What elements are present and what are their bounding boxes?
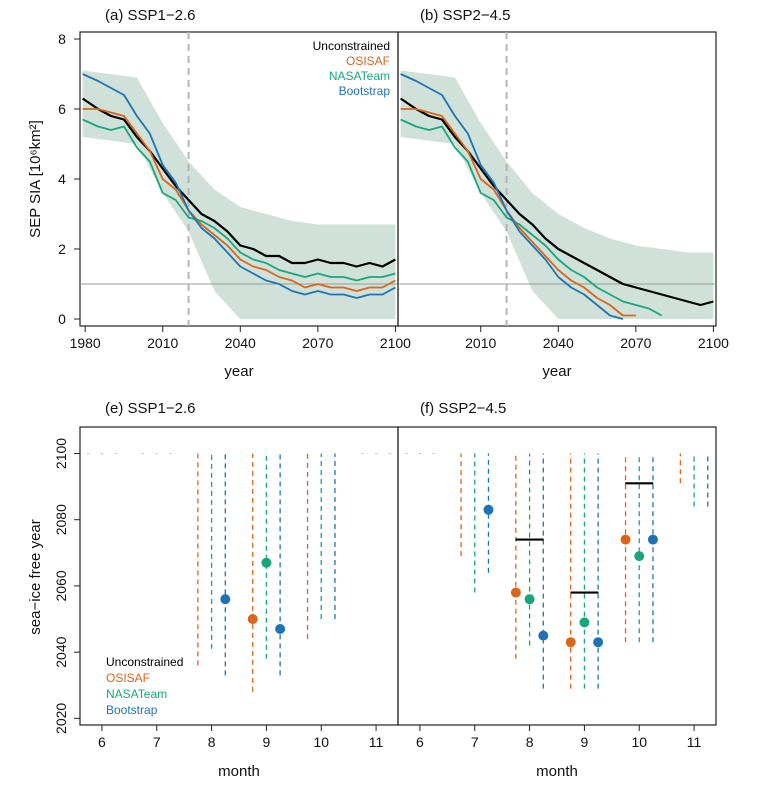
x-tick-label: 11 bbox=[687, 734, 702, 750]
series-unconstrained bbox=[399, 97, 714, 307]
x-tick-label: 10 bbox=[631, 734, 647, 750]
panel-a-title: (a) SSP1−2.6 bbox=[105, 7, 195, 24]
panel-f-frame bbox=[397, 426, 717, 726]
x-tick-label: 2040 bbox=[225, 335, 256, 351]
y-tick-label: 2040 bbox=[53, 636, 69, 667]
panel-f-plot: 6 7 8 9 10 11 bbox=[405, 452, 709, 750]
x-tick-label: 7 bbox=[153, 734, 161, 750]
x-tick-label: 2040 bbox=[543, 335, 574, 351]
x-tick-label: 2100 bbox=[698, 335, 729, 351]
uncertainty-band bbox=[400, 70, 714, 319]
x-tick-label: 6 bbox=[416, 734, 424, 750]
x-tick-label: 2100 bbox=[380, 335, 411, 351]
panel-f: (f) SSP2−4.5 month 6 7 8 9 10 11 bbox=[397, 400, 717, 780]
x-tick-label: 2010 bbox=[147, 335, 178, 351]
series-nasateam bbox=[82, 118, 396, 282]
x-tick-label: 10 bbox=[313, 734, 329, 750]
point-bootstrap bbox=[647, 534, 658, 545]
panel-b-title: (b) SSP2−4.5 bbox=[420, 7, 510, 24]
panel-f-title: (f) SSP2−4.5 bbox=[420, 400, 506, 417]
panel-e: (e) SSP1−2.6 sea−ice free year month 6 7 8… bbox=[27, 400, 399, 780]
legend-e-bootstrap: Bootstrap bbox=[106, 703, 158, 717]
series-bootstrap bbox=[400, 73, 624, 320]
series-nasateam bbox=[400, 118, 663, 317]
x-tick-label: 2070 bbox=[620, 335, 651, 351]
panel-a-xlabel: year bbox=[224, 363, 253, 380]
y-tick-label: 4 bbox=[58, 171, 66, 187]
legend-e-nasateam: NASATeam bbox=[106, 687, 167, 701]
panel-e-title: (e) SSP1−2.6 bbox=[105, 400, 195, 417]
legend-a-bootstrap: Bootstrap bbox=[339, 84, 391, 98]
panel-a: (a) SSP1−2.6 SEP SIA [10⁶km²] year 1980 2… bbox=[27, 7, 411, 380]
x-tick-label: 9 bbox=[581, 734, 589, 750]
series-unconstrained bbox=[81, 97, 396, 268]
x-tick-label: 7 bbox=[471, 734, 479, 750]
panel-e-plot: 6 7 8 9 10 11 2020 2040 2060 2080 2100 bbox=[53, 438, 391, 750]
x-tick-label: 11 bbox=[369, 734, 384, 750]
point-nasateam bbox=[261, 557, 272, 568]
legend-e-osisaf: OSISAF bbox=[106, 671, 150, 685]
panel-a-legend: Unconstrained OSISAF NASATeam Bootstrap bbox=[313, 39, 391, 98]
point-osisaf bbox=[247, 614, 258, 625]
point-osisaf bbox=[565, 637, 576, 648]
y-tick-label: 6 bbox=[58, 101, 66, 117]
y-tick-label: 2100 bbox=[53, 438, 69, 469]
x-tick-label: 8 bbox=[526, 734, 534, 750]
x-tick-label: 1980 bbox=[70, 335, 101, 351]
panel-b: (b) SSP2−4.5 year 2010 2040 2070 2100 bbox=[397, 7, 729, 380]
x-tick-label: 2010 bbox=[465, 335, 496, 351]
series-osisaf bbox=[400, 108, 636, 317]
panel-a-ylabel: SEP SIA [10⁶km²] bbox=[27, 120, 44, 238]
legend-e-unconstrained: Unconstrained bbox=[106, 655, 183, 669]
y-tick-label: 2020 bbox=[53, 703, 69, 734]
y-tick-label: 2080 bbox=[53, 504, 69, 535]
legend-a-nasateam: NASATeam bbox=[329, 69, 390, 83]
point-bootstrap bbox=[220, 594, 231, 605]
panel-a-plot: 1980 2010 2040 2070 2100 0 2 4 6 8 bbox=[58, 31, 411, 351]
series-osisaf bbox=[82, 108, 396, 292]
point-bootstrap bbox=[593, 637, 604, 648]
uncertainty-band bbox=[82, 70, 396, 319]
panel-b-plot: 2010 2040 2070 2100 bbox=[398, 32, 729, 351]
y-tick-label: 2 bbox=[58, 241, 66, 257]
point-nasateam bbox=[579, 617, 590, 628]
panel-b-xlabel: year bbox=[542, 363, 571, 380]
y-tick-label: 2060 bbox=[53, 570, 69, 601]
panel-e-legend: Unconstrained OSISAF NASATeam Bootstrap bbox=[106, 655, 183, 717]
legend-a-unconstrained: Unconstrained bbox=[313, 39, 390, 53]
point-bootstrap bbox=[538, 630, 549, 641]
panel-e-ylabel: sea−ice free year bbox=[27, 519, 44, 634]
point-osisaf bbox=[510, 587, 521, 598]
legend-a-osisaf: OSISAF bbox=[346, 54, 390, 68]
point-nasateam bbox=[524, 594, 535, 605]
x-tick-label: 2070 bbox=[302, 335, 333, 351]
x-tick-label: 9 bbox=[263, 734, 271, 750]
point-bootstrap bbox=[275, 623, 286, 634]
panel-e-xlabel: month bbox=[218, 763, 260, 780]
point-osisaf bbox=[620, 534, 631, 545]
point-bootstrap bbox=[483, 504, 494, 515]
x-tick-label: 6 bbox=[98, 734, 106, 750]
x-tick-label: 8 bbox=[208, 734, 216, 750]
series-bootstrap bbox=[82, 73, 396, 299]
y-tick-label: 0 bbox=[58, 311, 66, 327]
point-nasateam bbox=[634, 551, 645, 562]
panel-b-frame bbox=[397, 31, 717, 327]
y-tick-label: 8 bbox=[58, 31, 66, 47]
panel-f-xlabel: month bbox=[536, 763, 578, 780]
